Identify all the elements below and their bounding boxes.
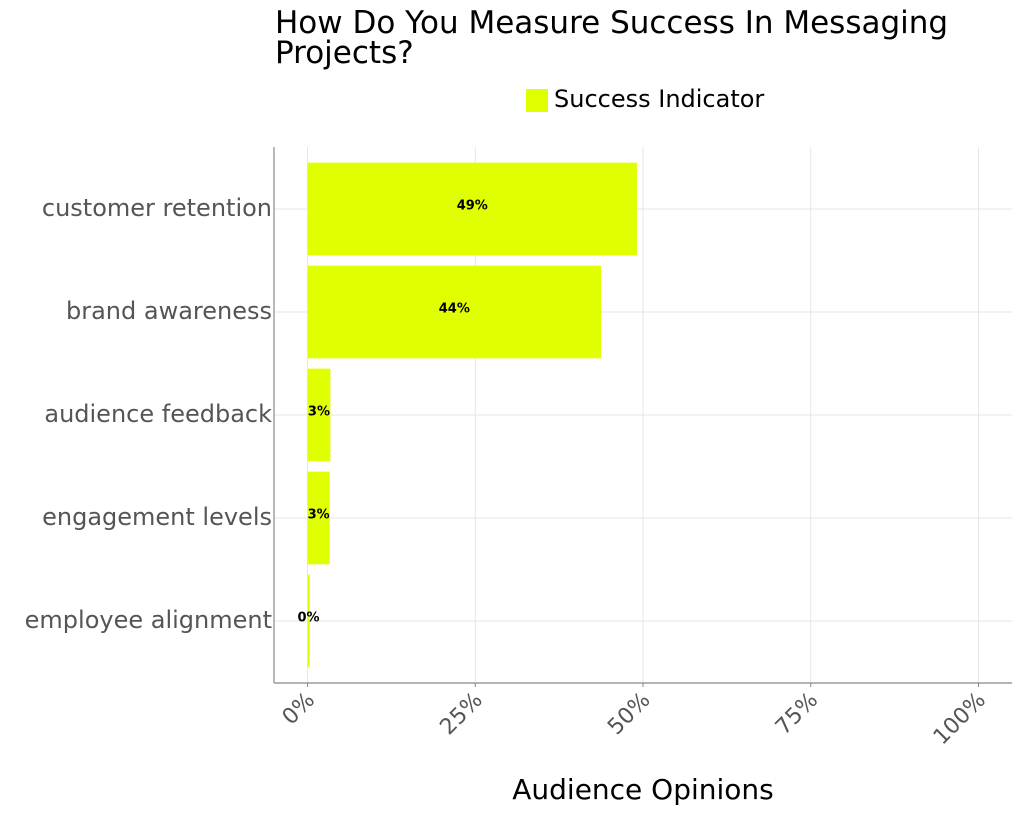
y-tick-label: employee alignment	[25, 606, 272, 634]
bar	[307, 162, 637, 256]
x-tick-label: 50%	[603, 688, 655, 740]
bar	[307, 368, 331, 462]
y-tick-label: audience feedback	[44, 400, 272, 428]
x-axis-title: Audience Opinions	[512, 773, 774, 806]
x-tick-label: 0%	[278, 688, 320, 730]
bar	[307, 471, 330, 565]
data-label: 0%	[298, 611, 320, 626]
bar	[307, 265, 602, 359]
data-label: 49%	[457, 199, 488, 214]
x-tick-label: 25%	[435, 688, 487, 740]
chart-title: How Do You Measure Success In Messaging …	[275, 5, 949, 71]
x-tick-label: 75%	[771, 688, 823, 740]
data-label: 3%	[308, 405, 330, 420]
x-tick-label: 100%	[929, 688, 991, 750]
y-tick-label: engagement levels	[42, 503, 272, 531]
y-tick-label: customer retention	[42, 194, 272, 222]
data-label: 3%	[308, 508, 330, 523]
legend-label: Success Indicator	[554, 85, 764, 113]
legend-swatch	[526, 89, 548, 112]
data-label: 44%	[439, 302, 470, 317]
bar	[307, 574, 310, 668]
y-tick-label: brand awareness	[66, 297, 272, 325]
